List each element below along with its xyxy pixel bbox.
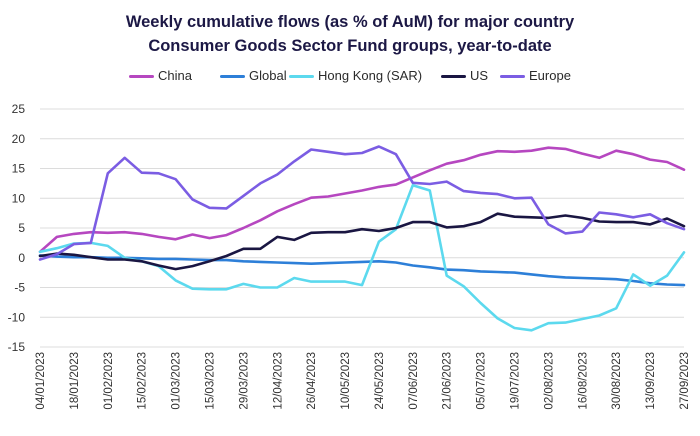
legend-swatch (500, 75, 525, 78)
y-tick-label: -10 (8, 310, 26, 324)
legend-label: China (158, 68, 192, 83)
x-tick-label: 10/05/2023 (340, 352, 352, 410)
x-tick-label: 05/07/2023 (476, 352, 488, 410)
x-tick-label: 13/09/2023 (645, 352, 657, 410)
y-tick-label: -5 (14, 281, 25, 295)
y-tick-label: 5 (18, 221, 25, 235)
x-tick-label: 16/08/2023 (577, 352, 589, 410)
legend-label: US (470, 68, 489, 83)
y-tick-label: 0 (18, 251, 25, 265)
x-tick-label: 29/03/2023 (238, 352, 250, 410)
legend-swatch (129, 75, 154, 78)
x-tick-label: 15/02/2023 (137, 352, 149, 410)
chart-title: Weekly cumulative flows (as % of AuM) fo… (0, 10, 700, 58)
series-line-global (38, 254, 686, 287)
x-tick-label: 07/06/2023 (408, 352, 420, 410)
x-tick-label: 12/04/2023 (272, 352, 284, 410)
x-tick-label: 24/05/2023 (374, 352, 386, 410)
x-tick-label: 15/03/2023 (204, 352, 216, 410)
y-tick-label: 15 (12, 162, 26, 176)
x-tick-label: 04/01/2023 (35, 352, 47, 410)
legend-label: Global (249, 68, 287, 83)
series-line-us (38, 212, 686, 271)
y-tick-label: -15 (8, 340, 26, 354)
x-tick-label: 01/02/2023 (103, 352, 115, 410)
series-line-europe (38, 145, 686, 261)
x-tick-label: 18/01/2023 (69, 352, 81, 410)
x-tick-label: 01/03/2023 (171, 352, 183, 410)
y-tick-label: 10 (12, 191, 26, 205)
legend-swatch (220, 75, 245, 78)
x-tick-label: 26/04/2023 (306, 352, 318, 410)
x-tick-label: 02/08/2023 (543, 352, 555, 410)
legend-swatch (289, 75, 314, 78)
x-tick-label: 30/08/2023 (611, 352, 623, 410)
legend-label: Europe (529, 68, 571, 83)
legend-swatch (441, 75, 466, 78)
chart-title-line-1: Weekly cumulative flows (as % of AuM) fo… (125, 13, 575, 31)
x-tick-label: 27/09/2023 (679, 352, 691, 410)
x-tick-label: 21/06/2023 (442, 352, 454, 410)
x-tick-label: 19/07/2023 (510, 352, 522, 410)
chart-title-line-2: Consumer Goods Sector Fund groups, year-… (148, 37, 552, 55)
y-tick-label: 20 (12, 132, 26, 146)
series-line-china (38, 146, 686, 254)
y-tick-label: 25 (12, 102, 26, 116)
legend-label: Hong Kong (SAR) (318, 68, 423, 83)
chart-legend: China Global Hong Kong (SAR) US Europe (0, 67, 700, 87)
